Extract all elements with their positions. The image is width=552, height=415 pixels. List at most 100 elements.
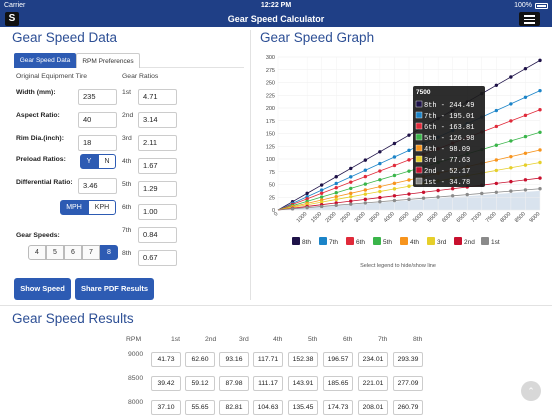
width-input[interactable]: 235 <box>78 89 117 105</box>
data-point-2nd <box>494 181 499 186</box>
legend-item-1st[interactable]: 1st <box>481 237 500 246</box>
diff-input[interactable]: 3.46 <box>78 178 117 194</box>
data-point-1st <box>509 189 513 193</box>
results-header-6th: 6th <box>343 336 353 343</box>
data-point-2nd <box>363 197 368 202</box>
x-tick-label: 0 <box>273 211 279 217</box>
data-point-6th <box>363 174 368 179</box>
gear-ratio-input-7th[interactable]: 0.84 <box>138 227 177 243</box>
show-speed-button[interactable]: Show Speed <box>14 278 71 300</box>
preload-yes-toggle[interactable]: Y <box>80 154 98 169</box>
legend-item-2nd[interactable]: 2nd <box>454 237 475 246</box>
data-point-4th <box>392 181 397 186</box>
legend-item-8th[interactable]: 8th <box>292 237 311 246</box>
legend-item-6th[interactable]: 6th <box>346 237 365 246</box>
data-point-1st <box>349 202 353 206</box>
data-point-1st <box>465 192 469 197</box>
legend-swatch-6th <box>346 237 354 245</box>
rim-input[interactable]: 18 <box>78 135 117 151</box>
tooltip-swatch-1st <box>415 177 423 185</box>
gear-speed-option-8[interactable]: 8 <box>100 245 118 260</box>
data-point-3rd <box>363 192 368 196</box>
tooltip-swatch-6th <box>415 122 423 130</box>
gear-speed-option-6[interactable]: 6 <box>64 245 82 260</box>
share-pdf-button[interactable]: Share PDF Results <box>75 278 154 300</box>
gear-speed-option-4[interactable]: 4 <box>28 245 46 260</box>
data-point-2nd <box>421 190 426 194</box>
results-header-4th: 4th <box>273 336 283 343</box>
results-cell: 55.65 <box>185 400 215 415</box>
legend-swatch-5th <box>373 237 381 245</box>
tooltip-row-1st: 1st - 34.78 <box>424 179 470 187</box>
data-point-1st <box>494 190 499 194</box>
app-logo[interactable]: S <box>5 12 19 26</box>
gear-speed-option-5[interactable]: 5 <box>46 245 64 260</box>
data-point-7th <box>363 168 368 172</box>
results-cell: 62.60 <box>185 352 215 367</box>
battery-percent: 100% <box>514 2 532 9</box>
tooltip-swatch-8th <box>415 100 423 108</box>
results-header-2nd: 2nd <box>205 336 217 343</box>
data-point-5th <box>363 182 368 186</box>
tooltip-row-3rd: 3rd - 77.63 <box>424 157 470 165</box>
data-point-6th <box>523 113 528 118</box>
data-point-3rd <box>494 168 499 173</box>
aspect-input[interactable]: 40 <box>78 112 117 128</box>
results-cell: 82.81 <box>219 400 249 415</box>
data-point-2nd <box>436 188 440 193</box>
data-point-1st <box>450 194 455 198</box>
legend-item-3rd[interactable]: 3rd <box>427 237 446 246</box>
tab-gear-speed-data[interactable]: Gear Speed Data <box>14 53 76 68</box>
legend-label-4th: 4th <box>410 239 420 246</box>
gear-speed-option-7[interactable]: 7 <box>82 245 100 260</box>
data-point-6th <box>509 119 513 123</box>
unit-mph-toggle[interactable]: MPH <box>60 200 88 215</box>
data-point-5th <box>319 195 324 199</box>
legend-item-5th[interactable]: 5th <box>373 237 392 246</box>
gear-label-5th: 5th <box>122 181 132 188</box>
gear-ratio-input-3rd[interactable]: 2.11 <box>138 135 177 151</box>
y-tick-label: 175 <box>266 119 275 125</box>
aspect-label: Aspect Ratio: <box>16 112 60 119</box>
nav-bar: S Gear Speed Calculator <box>0 11 552 27</box>
data-point-7th <box>509 102 513 106</box>
gear-ratio-input-5th[interactable]: 1.29 <box>138 181 177 197</box>
data-point-7th <box>523 95 528 99</box>
data-point-1st <box>378 200 382 204</box>
results-cell: 39.42 <box>151 376 181 391</box>
x-tick-label: 2000 <box>325 211 338 224</box>
data-point-4th <box>509 154 513 159</box>
x-tick-label: 7500 <box>485 211 498 224</box>
preload-no-toggle[interactable]: N <box>98 154 116 169</box>
results-cell: 135.45 <box>288 400 318 415</box>
legend-item-7th[interactable]: 7th <box>319 237 338 246</box>
legend-item-4th[interactable]: 4th <box>400 237 419 246</box>
data-point-4th <box>334 194 338 199</box>
y-tick-label: 275 <box>266 68 275 74</box>
gear-ratio-input-4th[interactable]: 1.67 <box>138 158 177 174</box>
scroll-up-icon[interactable]: ⌃ <box>521 381 541 401</box>
gear-ratio-input-8th[interactable]: 0.67 <box>138 250 177 266</box>
data-point-6th <box>407 158 411 162</box>
gear-ratio-input-1st[interactable]: 4.71 <box>138 89 177 105</box>
x-tick-label: 1500 <box>310 211 323 224</box>
width-label: Width (mm): <box>16 89 56 96</box>
data-point-6th <box>349 180 353 184</box>
gear-ratio-input-2nd[interactable]: 3.14 <box>138 112 177 128</box>
unit-kph-toggle[interactable]: KPH <box>88 200 116 215</box>
y-tick-label: 250 <box>266 81 275 87</box>
data-point-7th <box>319 188 324 192</box>
gear-ratio-input-6th[interactable]: 1.00 <box>138 204 177 220</box>
tab-rpm-preferences[interactable]: RPM Preferences <box>76 53 140 68</box>
data-point-2nd <box>509 179 513 184</box>
y-tick-label: 200 <box>266 106 275 112</box>
tooltip-swatch-3rd <box>415 155 423 163</box>
results-header-1st: 1st <box>171 336 181 343</box>
divider <box>250 30 251 300</box>
x-tick-label: 3000 <box>354 211 367 224</box>
hamburger-menu-icon[interactable] <box>519 12 540 26</box>
legend-label-1st: 1st <box>491 239 500 246</box>
data-point-8th <box>319 183 324 187</box>
gear-speeds-label: Gear Speeds: <box>16 232 60 239</box>
